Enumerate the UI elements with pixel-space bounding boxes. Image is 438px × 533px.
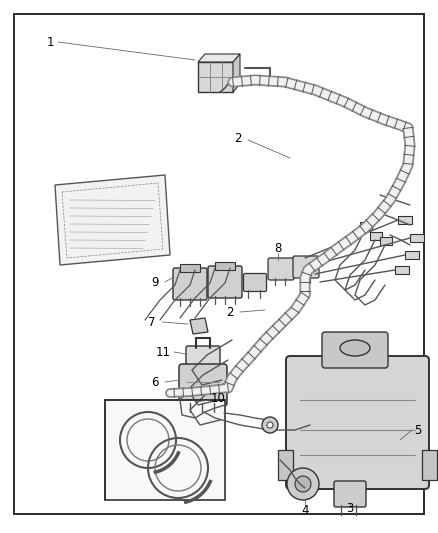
Circle shape xyxy=(295,476,311,492)
Circle shape xyxy=(262,417,278,433)
Text: 4: 4 xyxy=(301,504,309,516)
Text: 5: 5 xyxy=(414,424,422,437)
Text: 6: 6 xyxy=(151,376,159,389)
Text: 9: 9 xyxy=(151,276,159,288)
Ellipse shape xyxy=(340,340,370,356)
Text: 3: 3 xyxy=(346,502,354,514)
Polygon shape xyxy=(55,175,170,265)
Polygon shape xyxy=(233,54,240,92)
Bar xyxy=(105,400,225,500)
FancyBboxPatch shape xyxy=(322,332,388,368)
Bar xyxy=(278,450,293,480)
Bar xyxy=(198,62,233,92)
FancyBboxPatch shape xyxy=(244,273,266,292)
Circle shape xyxy=(267,422,273,428)
Bar xyxy=(405,251,419,259)
Text: 2: 2 xyxy=(234,132,242,144)
Bar xyxy=(410,234,424,242)
Text: 11: 11 xyxy=(155,345,170,359)
FancyBboxPatch shape xyxy=(293,256,319,278)
Bar xyxy=(370,232,382,240)
FancyBboxPatch shape xyxy=(268,258,294,280)
Bar xyxy=(215,262,235,270)
Circle shape xyxy=(287,468,319,500)
FancyBboxPatch shape xyxy=(179,364,227,406)
FancyBboxPatch shape xyxy=(186,346,220,368)
Polygon shape xyxy=(190,318,208,334)
FancyBboxPatch shape xyxy=(208,266,242,298)
Text: 10: 10 xyxy=(211,392,226,405)
Bar xyxy=(380,237,392,245)
Text: 2: 2 xyxy=(226,305,234,319)
Text: 7: 7 xyxy=(148,316,156,328)
FancyBboxPatch shape xyxy=(334,481,366,507)
Text: 1: 1 xyxy=(46,36,54,49)
Bar xyxy=(422,450,437,480)
Bar xyxy=(398,216,412,224)
Bar xyxy=(360,222,372,230)
Bar xyxy=(395,266,409,274)
FancyBboxPatch shape xyxy=(173,268,207,300)
Text: 8: 8 xyxy=(274,241,282,254)
Bar xyxy=(180,264,200,272)
FancyBboxPatch shape xyxy=(286,356,429,489)
Polygon shape xyxy=(198,54,240,62)
